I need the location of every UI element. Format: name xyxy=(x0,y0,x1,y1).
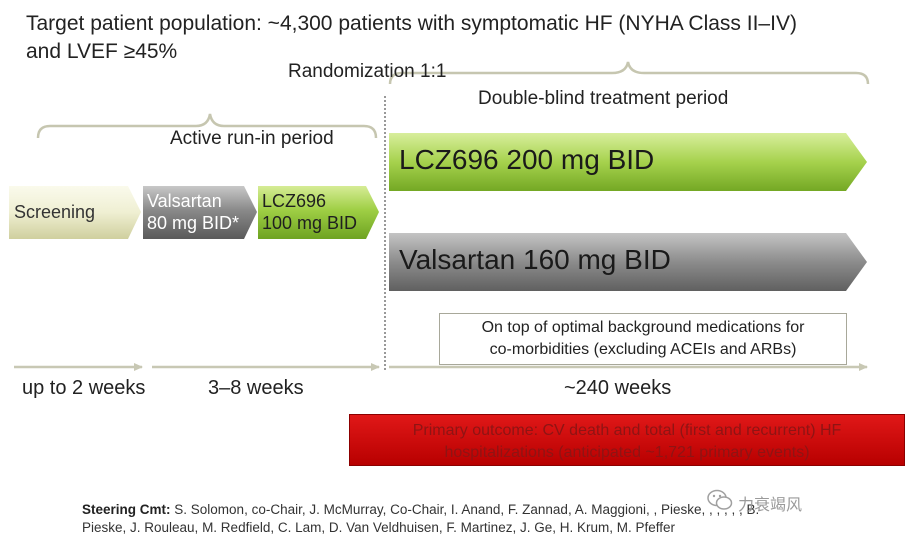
title-line-2: and LVEF ≥45% xyxy=(26,40,178,63)
note-line1: On top of optimal background medications… xyxy=(481,319,805,336)
valsartan-arm-label: Valsartan 160 mg BID xyxy=(399,244,671,275)
footer-line1: S. Solomon, co-Chair, J. McMurray, Co-Ch… xyxy=(174,502,760,517)
outcome-line1: Primary outcome: CV death and total (fir… xyxy=(412,422,842,439)
valsartan-runin-line1: Valsartan xyxy=(147,191,222,211)
background-medications-note: On top of optimal background medications… xyxy=(439,313,847,365)
note-line2: co-morbidities (excluding ACEIs and ARBs… xyxy=(489,341,797,358)
lcz-runin-label: LCZ696 100 mg BID xyxy=(258,190,357,234)
footer-line2: Pieske, J. Rouleau, M. Redfield, C. Lam,… xyxy=(82,520,675,535)
runin-duration: 3–8 weeks xyxy=(208,377,304,399)
footer-heading: Steering Cmt: xyxy=(82,502,171,517)
primary-outcome-box: Primary outcome: CV death and total (fir… xyxy=(349,414,905,466)
steering-committee: Steering Cmt: S. Solomon, co-Chair, J. M… xyxy=(82,501,892,537)
title-line-1: Target patient population: ~4,300 patien… xyxy=(26,12,797,35)
lcz-runin-arrow-shape xyxy=(258,186,379,239)
outcome-line2: hospitalizations (anticipated ~1,721 pri… xyxy=(444,444,810,461)
valsartan-runin-line2: 80 mg BID* xyxy=(147,213,240,233)
screening-label: Screening xyxy=(14,202,96,222)
double-blind-brace xyxy=(388,61,870,85)
lcz-arm-label: LCZ696 200 mg BID xyxy=(399,144,655,175)
screening-duration: up to 2 weeks xyxy=(22,377,146,399)
watermark-text: 力衰竭风 xyxy=(738,497,803,514)
wechat-icon xyxy=(707,489,733,510)
valsartan-runin-arrow-shape xyxy=(143,186,257,239)
double-blind-label: Double-blind treatment period xyxy=(478,88,729,109)
screening-arrow-shape xyxy=(9,186,141,239)
lcz-runin-line1: LCZ696 xyxy=(262,191,327,211)
randomization-label: Randomization 1:1 xyxy=(288,61,447,82)
valsartan-runin-label: Valsartan 80 mg BID* xyxy=(143,190,239,234)
randomization-divider xyxy=(384,96,386,370)
active-runin-label: Active run-in period xyxy=(170,128,334,149)
treatment-duration: ~240 weeks xyxy=(564,377,672,399)
runin-brace xyxy=(36,113,378,139)
valsartan-arm-arrow-shape xyxy=(389,233,867,291)
lcz-runin-line2: 100 mg BID xyxy=(262,213,358,233)
lcz-arm-arrow-shape xyxy=(389,133,867,191)
study-title: Target patient population: ~4,300 patien… xyxy=(26,10,797,66)
